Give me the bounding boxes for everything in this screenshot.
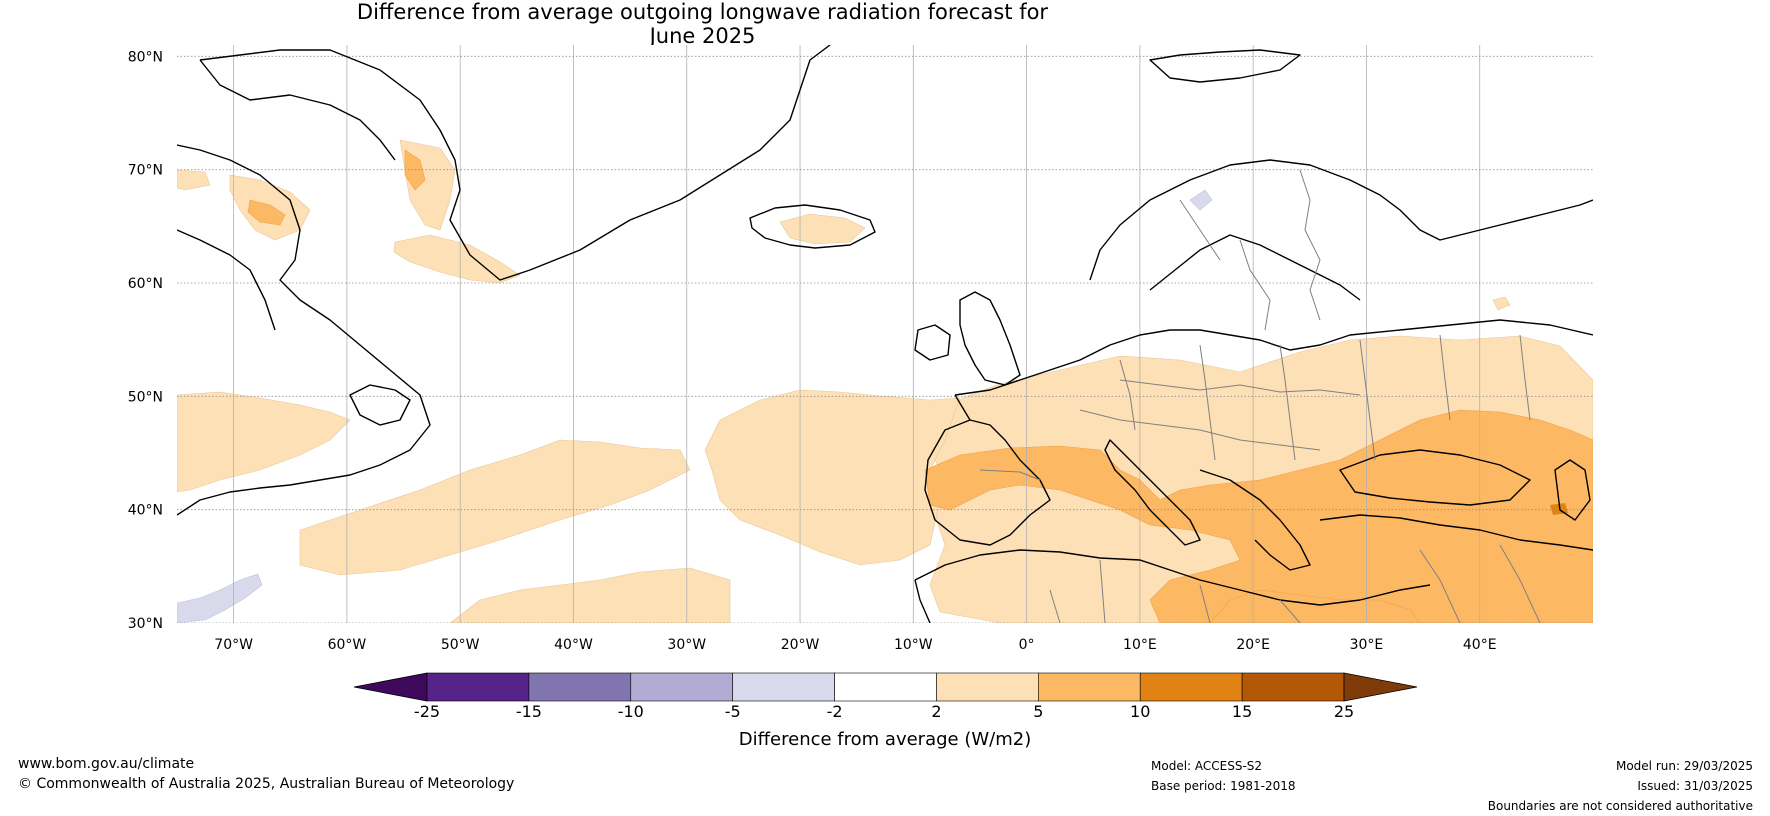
latitude-label: 80°N	[128, 49, 163, 65]
anomaly-fill-5-10	[247, 149, 1593, 623]
colorbar-tick-label: 5	[1033, 702, 1043, 721]
longitude-label: 70°W	[214, 637, 253, 653]
colorbar-swatch	[936, 672, 1039, 702]
colorbar-tick-label: -5	[725, 702, 741, 721]
title-line-1: Difference from average outgoing longwav…	[356, 0, 1049, 24]
colorbar: -25 -15 -10 -5 -2 2 5 10 15 25	[353, 672, 1418, 721]
colorbar-tick-label: -15	[516, 702, 542, 721]
graticule	[177, 45, 1593, 623]
longitude-label: 0°	[1019, 637, 1035, 653]
longitude-label: 40°E	[1463, 637, 1497, 653]
bom-url-link[interactable]: www.bom.gov.au/climate	[18, 756, 195, 772]
colorbar-swatch	[528, 672, 632, 702]
latitude-label: 60°N	[128, 276, 163, 292]
coastlines	[177, 45, 1593, 623]
base-period-text: Base period: 1981-2018	[1151, 779, 1296, 793]
footer-run-info: Model run: 29/03/2025 Issued: 31/03/2025…	[1488, 756, 1753, 816]
colorbar-swatch	[630, 672, 733, 702]
footer-model-info: Model: ACCESS-S2 Base period: 1981-2018	[1151, 756, 1296, 796]
model-run-text: Model run: 29/03/2025	[1615, 759, 1753, 773]
colorbar-tick-label: 2	[931, 702, 941, 721]
latitude-label: 50°N	[128, 389, 163, 405]
anomaly-fill-neg	[177, 189, 1213, 623]
longitude-label: 10°E	[1123, 637, 1157, 653]
colorbar-tick-label: 15	[1232, 702, 1252, 721]
latitude-label: 70°N	[128, 163, 163, 179]
colorbar-tick-label: -2	[827, 702, 843, 721]
longitude-label: 60°W	[328, 637, 367, 653]
disclaimer-text: Boundaries are not considered authoritat…	[1487, 799, 1753, 813]
longitude-label: 40°W	[554, 637, 593, 653]
longitude-label: 20°W	[781, 637, 820, 653]
latitude-label: 40°N	[128, 503, 163, 519]
longitude-label: 30°W	[667, 637, 706, 653]
colorbar-swatch	[1241, 672, 1345, 702]
colorbar-swatch	[1139, 672, 1243, 702]
colorbar-tick-label: 25	[1334, 702, 1354, 721]
latitude-labels: 80°N 70°N 60°N 50°N 40°N 30°N	[128, 49, 163, 632]
longitude-label: 20°E	[1236, 637, 1270, 653]
anomaly-fill-2-5	[177, 139, 1593, 623]
latitude-label: 30°N	[128, 616, 163, 632]
colorbar-title: Difference from average (W/m2)	[739, 729, 1031, 750]
footer-left: www.bom.gov.au/climate © Commonwealth of…	[18, 754, 514, 794]
colorbar-tick-label: -10	[618, 702, 644, 721]
longitude-labels: 70°W 60°W 50°W 40°W 30°W 20°W 10°W 0° 10°E 20°E 30…	[214, 637, 1496, 653]
colorbar-swatch	[732, 672, 835, 702]
colorbar-swatch	[426, 672, 530, 702]
colorbar-swatch	[834, 672, 937, 702]
colorbar-swatch	[1038, 672, 1141, 702]
longitude-label: 50°W	[441, 637, 480, 653]
longitude-label: 30°E	[1350, 637, 1384, 653]
colorbar-extend-max	[1343, 672, 1418, 702]
longitude-label: 10°W	[894, 637, 933, 653]
issued-text: Issued: 31/03/2025	[1637, 779, 1753, 793]
map-panel	[177, 45, 1593, 623]
copyright-text: © Commonwealth of Australia 2025, Austra…	[18, 776, 515, 792]
colorbar-tick-label: -25	[414, 702, 440, 721]
country-borders	[979, 169, 1541, 623]
colorbar-extend-min	[353, 672, 428, 702]
colorbar-tick-label: 10	[1130, 702, 1150, 721]
model-text: Model: ACCESS-S2	[1151, 759, 1263, 773]
title-line-2: June 2025	[649, 24, 756, 48]
chart-title: Difference from average outgoing longwav…	[0, 0, 1405, 48]
